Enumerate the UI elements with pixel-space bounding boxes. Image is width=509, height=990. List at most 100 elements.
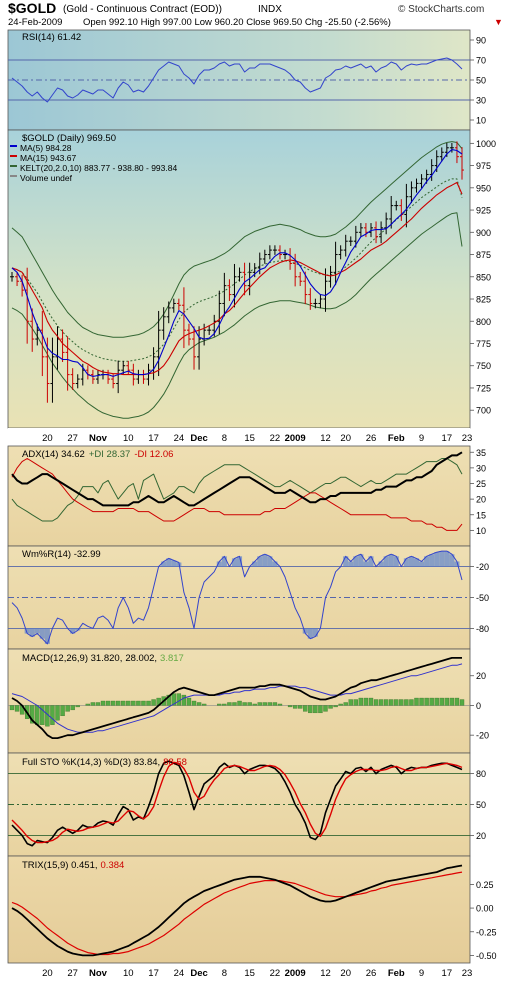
- price-tick-label: 950: [476, 183, 491, 193]
- trix-tick-label: -0.50: [476, 951, 497, 961]
- wmr-overbought-fill: [171, 560, 177, 567]
- plus-di-label: +DI 28.37: [89, 449, 130, 460]
- stockcharts-watermark: © StockCharts.com: [398, 4, 484, 15]
- price-label: $GOLD (Daily) 969.50: [22, 133, 116, 144]
- wmr-overbought-fill: [262, 554, 268, 567]
- sto-label: Full STO %K(14,3) %D(3) 83.84,: [22, 757, 160, 768]
- trix-tick-label: 0.00: [476, 904, 494, 914]
- adx-plot: [11, 451, 463, 531]
- x-axis-label: 2009: [285, 968, 306, 979]
- x-axis-label: 2009: [285, 433, 306, 444]
- macd-tick-label: -20: [476, 731, 489, 741]
- adx-line: [11, 451, 463, 507]
- x-axis-label: 27: [67, 433, 78, 444]
- macd-histogram-bar: [262, 702, 267, 706]
- wmr-overbought-fill: [272, 561, 278, 567]
- wmr-axis: -20 -50 -80: [470, 562, 489, 634]
- legend-entry: KELT(20,2.0,10) 883.77 - 938.80 - 993.84: [20, 163, 177, 173]
- macd-histogram-bar: [394, 699, 399, 706]
- chart-header: $GOLD (Gold - Continuous Contract (EOD))…: [8, 0, 503, 28]
- price-axis: 1000 975 950 925 900 875 850 825 800 775 750 725 700: [470, 139, 496, 416]
- macd-histogram-bar: [343, 702, 348, 706]
- macd-histogram-bar: [186, 697, 192, 706]
- adx-tick-label: 30: [476, 463, 486, 473]
- macd-histogram-bar: [267, 702, 273, 706]
- wmr-oversold-fill: [70, 628, 76, 634]
- wmr-oversold-fill: [34, 628, 40, 634]
- chart-exchange: INDX: [258, 4, 282, 15]
- macd-panel: 20 0 -20 MACD(12,26,9) 31.820, 28.002, 3.817: [7, 648, 489, 754]
- macd-histogram-bar: [338, 703, 343, 706]
- macd-histogram-bar: [65, 705, 70, 712]
- x-axis-label: 20: [42, 968, 53, 979]
- macd-histogram-bar: [201, 703, 207, 706]
- wmr-tick-label: -80: [476, 624, 489, 634]
- macd-histogram-bar: [40, 705, 45, 725]
- x-axis-label: 26: [366, 968, 377, 979]
- x-axis-label: 17: [442, 968, 453, 979]
- wmr-overbought-fill: [231, 558, 237, 567]
- macd-histogram-bar: [404, 699, 409, 706]
- price-tick-label: 975: [476, 161, 491, 171]
- x-axis-bottom: 20 27 Nov 10 17 24 Dec 8 15 22 2009 12 20 26 Feb 9 17 23: [42, 968, 472, 979]
- sto-axis: 80 50 20: [470, 769, 486, 841]
- wmr-overbought-fill: [454, 561, 460, 567]
- macd-hist-label: 3.817: [160, 653, 184, 664]
- macd-histogram-bar: [298, 705, 303, 709]
- macd-plot: [8, 657, 470, 739]
- macd-histogram-bar: [419, 697, 424, 706]
- minus-di-line: [11, 458, 463, 531]
- rsi-tick-label: 70: [476, 56, 486, 66]
- macd-histogram-bar: [353, 699, 358, 706]
- wmr-overbought-fill: [353, 556, 359, 567]
- wmr-overbought-fill: [343, 556, 349, 567]
- chart-date: 24-Feb-2009: [8, 17, 62, 28]
- sto-tick-label: 50: [476, 800, 486, 810]
- sto-panel: 80 50 20 Full STO %K(14,3) %D(3) 83.84, 88.…: [7, 752, 486, 857]
- price-tick-label: 750: [476, 361, 491, 371]
- macd-histogram-bar: [389, 699, 394, 706]
- chg-down-icon: ▼: [494, 17, 503, 27]
- wmr-panel: -20 -50 -80 Wm%R(14) -32.99: [7, 545, 489, 650]
- wmr-overbought-fill: [383, 556, 389, 567]
- wmr-overbought-fill: [368, 556, 374, 567]
- wmr-overbought-fill: [424, 556, 430, 567]
- macd-histogram-bar: [227, 702, 232, 706]
- x-axis-label: 12: [320, 433, 331, 444]
- wmr-overbought-fill: [166, 558, 172, 567]
- legend-swatch: [10, 155, 17, 157]
- price-tick-label: 850: [476, 272, 491, 282]
- macd-axis: 20 0 -20: [470, 671, 489, 741]
- wmr-overbought-fill: [419, 561, 425, 567]
- wmr-overbought-fill: [363, 561, 369, 567]
- macd-histogram-bar: [277, 703, 283, 706]
- macd-histogram-bar: [368, 697, 374, 706]
- macd-histogram-bar: [414, 697, 419, 706]
- wmr-overbought-fill: [408, 556, 414, 567]
- macd-histogram-bar: [95, 702, 101, 706]
- wmr-tick-label: -50: [476, 593, 489, 603]
- macd-histogram-bar: [121, 700, 126, 706]
- macd-label: MACD(12,26,9) 31.820,: [22, 653, 122, 664]
- x-axis-label: Nov: [89, 433, 108, 444]
- macd-histogram-bar: [373, 699, 379, 706]
- macd-histogram-bar: [131, 700, 136, 706]
- macd-histogram-bar: [136, 700, 141, 706]
- macd-histogram-bar: [171, 693, 176, 706]
- x-axis-label: Feb: [388, 433, 405, 444]
- macd-histogram-bar: [35, 705, 40, 725]
- wmr-overbought-fill: [161, 561, 167, 567]
- adx-panel: 35 30 25 20 15 10 ADX(14) 34.62 +DI 28.37 -DI 1…: [7, 445, 486, 547]
- x-axis-label: Nov: [89, 968, 108, 979]
- wmr-oversold-fill: [29, 628, 35, 637]
- chart-quote: Open 992.10 High 997.00 Low 960.20 Close…: [83, 17, 391, 28]
- macd-histogram-bar: [318, 705, 323, 714]
- macd-tick-label: 0: [476, 701, 481, 711]
- wmr-overbought-fill: [267, 556, 273, 567]
- macd-histogram-bar: [434, 697, 439, 706]
- x-axis-label: Feb: [388, 968, 405, 979]
- x-axis-label: 22: [270, 968, 281, 979]
- macd-histogram-bar: [287, 705, 293, 708]
- macd-histogram-bar: [333, 705, 338, 708]
